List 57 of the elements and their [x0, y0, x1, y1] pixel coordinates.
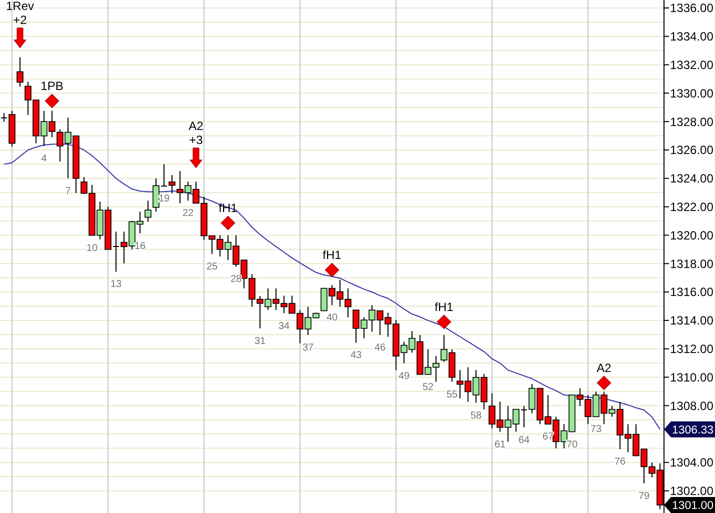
text: 1301.00: [672, 500, 714, 512]
point: [436, 314, 452, 330]
x-tick-label: 31: [254, 336, 266, 347]
point: [220, 216, 236, 230]
x-tick-label: 43: [350, 350, 362, 362]
x-tick-label: 22: [182, 208, 194, 220]
series-label: A2 +3: [188, 119, 204, 148]
x-tick-label: 49: [398, 370, 410, 382]
point: [44, 94, 60, 108]
x-tick-label: 28: [230, 274, 242, 286]
x-tick-label: 64: [518, 434, 530, 446]
series-label: 1Rev +2: [6, 0, 34, 28]
y-tick-label: 1314.00: [670, 314, 714, 328]
x-tick-label: 70: [566, 439, 578, 450]
y-tick-label: 1336.00: [670, 1, 714, 16]
y-tick-label: 1326.00: [670, 143, 714, 158]
x-tick-label: 52: [422, 382, 434, 393]
x-tick-label: 76: [614, 456, 626, 468]
y-tick-label: 1310.00: [670, 370, 714, 384]
x-tick-label: 55: [446, 389, 458, 400]
y-tick-label: 1316.00: [670, 285, 714, 300]
point: [324, 262, 340, 278]
series-label: fH1: [322, 248, 342, 262]
x-tick-label: 13: [110, 279, 122, 290]
y-tick-label: 1334.00: [670, 30, 714, 44]
series-label: A2: [596, 361, 612, 376]
x-tick-label: 7: [65, 186, 72, 197]
x-tick-label: 40: [326, 312, 338, 324]
x-tick-label: 16: [134, 240, 146, 252]
x-tick-label: 46: [374, 342, 386, 354]
candlestick: [16, 56, 24, 88]
x-tick-label: 61: [494, 439, 506, 450]
x-tick-label: 37: [302, 342, 314, 354]
series-label: fH1: [434, 300, 454, 314]
y-tick-label: 1332.00: [670, 58, 714, 72]
x-tick-label: 73: [590, 424, 602, 436]
y-tick-label: 1318.00: [670, 256, 714, 271]
candlestick: [144, 200, 152, 222]
x-tick-label: 34: [278, 320, 290, 332]
candlestick: [168, 174, 176, 194]
data-label: 1306.33: [672, 424, 714, 436]
x-tick-label: 25: [206, 261, 218, 272]
y-tick-label: 1320.00: [670, 228, 714, 242]
x-tick-label: 10: [86, 242, 98, 254]
y-tick-label: 1312.00: [670, 342, 714, 356]
point: [596, 376, 612, 390]
x-tick-label: 58: [470, 410, 482, 422]
y-tick-label: 1330.00: [670, 86, 714, 100]
y-tick-label: 1324.00: [670, 172, 714, 186]
y-tick-label: 1322.00: [670, 200, 714, 214]
y-tick-label: 1304.00: [670, 456, 714, 470]
y-tick-label: 1328.00: [670, 114, 714, 129]
y-tick-label: 1308.00: [670, 398, 714, 413]
x-tick-label: 4: [41, 154, 48, 165]
x-tick-label: 79: [638, 490, 650, 502]
series-label: 1PB: [40, 79, 64, 94]
y-tick-label: 1302.00: [670, 484, 714, 498]
